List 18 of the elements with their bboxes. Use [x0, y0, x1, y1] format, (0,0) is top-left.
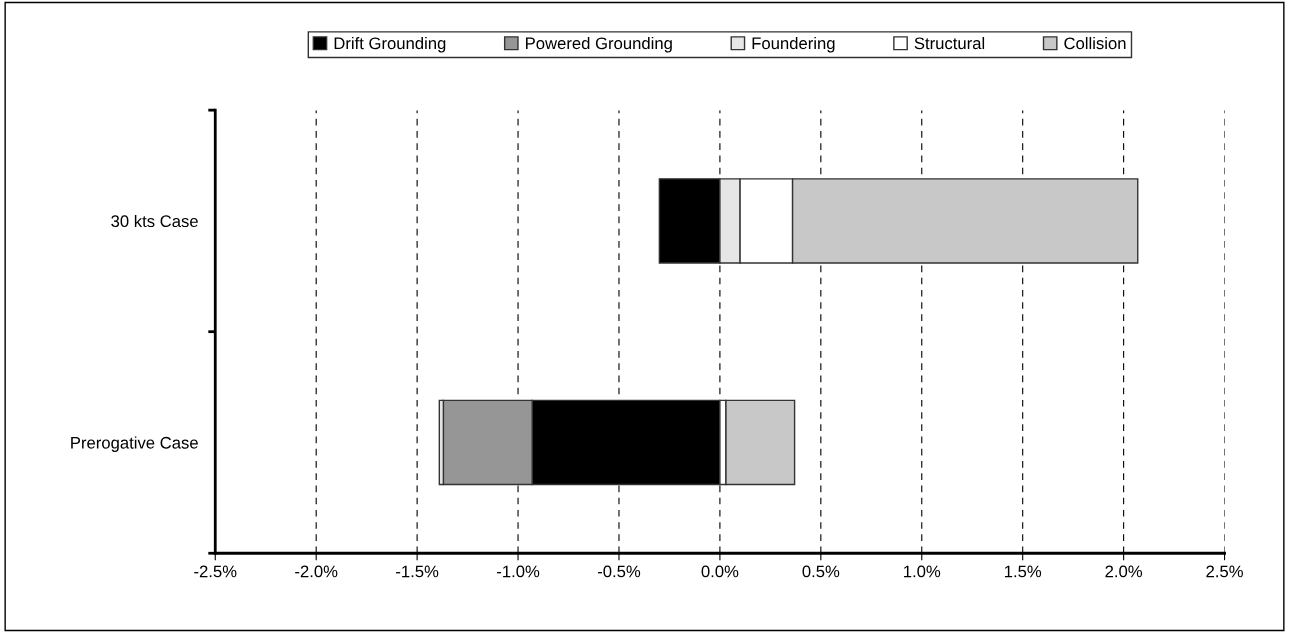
x-tick-label: 2.5% — [1206, 565, 1243, 578]
x-tick-label: -1.0% — [497, 565, 540, 578]
legend-label: Drift Grounding — [334, 36, 446, 53]
x-tick-label: 0.0% — [701, 565, 739, 578]
x-tick-label: -2.5% — [194, 565, 237, 578]
legend-label: Foundering — [752, 36, 835, 53]
x-tick-label: -2.0% — [295, 565, 338, 578]
legend-label: Structural — [914, 36, 985, 50]
x-tick-label: 0.5% — [802, 565, 840, 578]
x-tick-label: 2.0% — [1105, 565, 1143, 578]
x-tick-label: 1.5% — [1004, 565, 1042, 578]
x-tick-label: -1.5% — [396, 565, 439, 578]
legend-label: Collision — [1064, 36, 1126, 50]
legend-label: Powered Grounding — [526, 36, 672, 53]
x-tick-label: 1.0% — [904, 565, 941, 578]
y-tick-label: Prerogative Case — [71, 436, 198, 452]
x-tick-label: -0.5% — [597, 565, 641, 578]
y-tick-label: 30 kts Case — [111, 214, 198, 228]
